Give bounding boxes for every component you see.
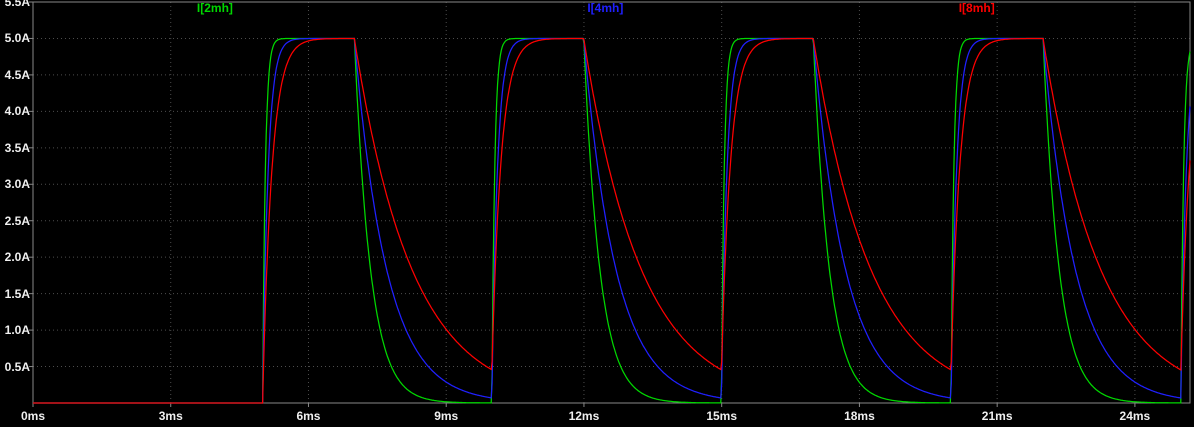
trace-I[2mh]	[33, 37, 1191, 404]
y-tick-label: 5.0A	[4, 31, 30, 46]
y-tick-label: 1.5A	[4, 286, 30, 301]
x-tick-label: 21ms	[981, 409, 1013, 423]
trace-legend: I[2mh] I[4mh] I[8mh]	[0, 1, 1194, 17]
trace-I[4mh]	[33, 37, 1191, 404]
y-tick-label: 5.5A	[4, 0, 30, 9]
y-tick-label: 3.0A	[4, 177, 30, 192]
trace-I[8mh]	[33, 37, 1191, 404]
x-tick-label: 24ms	[1119, 409, 1151, 423]
x-tick-label: 15ms	[706, 409, 738, 423]
x-tick-label: 0ms	[20, 409, 46, 423]
trace-label-2[interactable]: I[4mh]	[587, 1, 624, 15]
y-tick-label: 1.0A	[4, 323, 30, 338]
y-tick-label: 2.0A	[4, 250, 30, 265]
x-tick-label: 18ms	[844, 409, 875, 423]
y-tick-label: 0.5A	[4, 359, 30, 374]
x-tick-label: 3ms	[158, 409, 183, 423]
y-tick-label: 4.0A	[4, 104, 30, 119]
x-tick-label: 12ms	[568, 409, 600, 423]
y-tick-label: 4.5A	[4, 67, 30, 82]
x-tick-label: 9ms	[434, 409, 459, 423]
x-tick-label: 6ms	[296, 409, 321, 423]
plot-border	[32, 1, 1191, 404]
y-tick-label: 3.5A	[4, 140, 30, 155]
trace-label-1[interactable]: I[2mh]	[196, 1, 233, 15]
y-tick-label: 2.5A	[4, 213, 30, 228]
trace-label-3[interactable]: I[8mh]	[958, 1, 995, 15]
